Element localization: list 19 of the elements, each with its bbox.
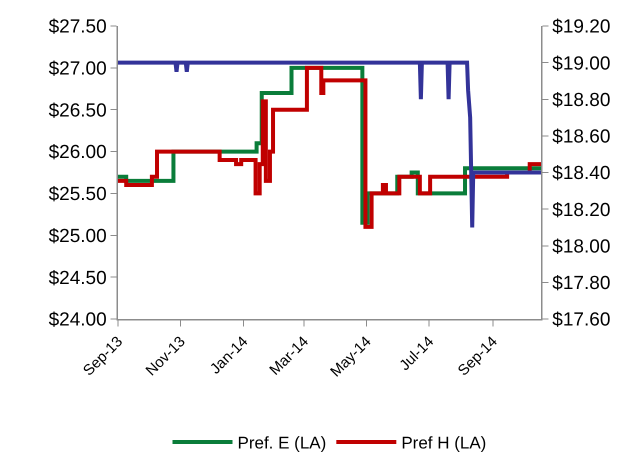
y-tick-label: $27.50 [48,16,107,38]
y-tick-label: $24.50 [48,268,107,289]
y2-tick-label: $18.60 [552,126,610,148]
legend-label: Pref H (LA) [401,434,486,453]
y2-tick-label: $19.00 [552,53,610,74]
y-tick-label: $27.00 [48,58,107,80]
y2-tick-label: $17.60 [552,310,610,331]
y2-tick-label: $18.40 [552,163,610,184]
y-tick-label: $25.50 [48,184,107,206]
legend-label: Pref. E (LA) [238,434,326,453]
y2-tick-label: $17.80 [552,273,610,294]
y-tick-label: $26.00 [48,142,107,164]
y2-tick-label: $18.20 [552,200,610,221]
y-tick-label: $25.00 [48,226,107,247]
y2-tick-label: $18.80 [552,90,610,111]
y2-tick-label: $18.00 [552,236,610,258]
y-tick-label: $26.50 [48,100,107,122]
y2-tick-label: $19.20 [552,16,610,38]
y-tick-label: $24.00 [48,310,107,331]
